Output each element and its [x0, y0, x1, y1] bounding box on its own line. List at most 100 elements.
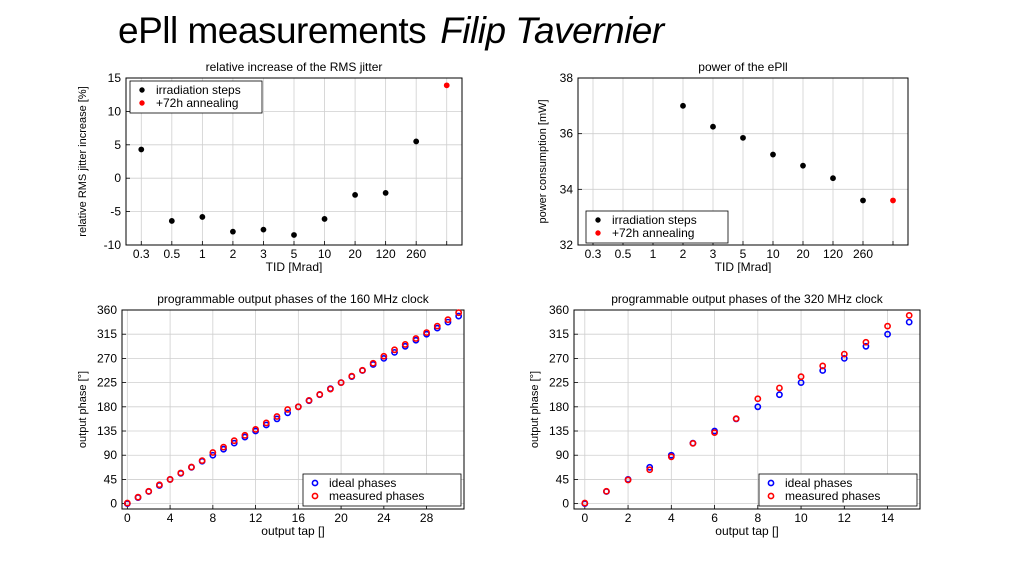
data-point — [905, 318, 913, 326]
x-tick-label: 16 — [292, 511, 306, 525]
x-tick-label: 1 — [650, 247, 657, 261]
data-point — [711, 429, 718, 437]
legend-box — [129, 80, 263, 114]
chart-epll-power: 0.3 0.5 1 2 3 5 10 20 120 260 32 34 36 38 power of the… — [537, 60, 909, 273]
x-tick-label: 12 — [838, 511, 852, 525]
data-point — [740, 134, 746, 141]
data-point — [294, 403, 302, 411]
x-tick-label: 120 — [376, 247, 396, 261]
slide-title-text: ePll measurements — [118, 10, 427, 51]
y-tick-label: 5 — [114, 138, 121, 152]
data-point — [603, 487, 610, 495]
x-tick-label: 24 — [377, 511, 391, 525]
data-point — [413, 138, 420, 145]
data-point — [209, 449, 217, 456]
data-point — [262, 419, 270, 427]
y-tick-label: 180 — [97, 400, 117, 414]
data-point — [252, 425, 259, 433]
legend-marker — [767, 479, 775, 487]
data-point — [776, 384, 783, 392]
data-point — [230, 228, 236, 235]
data-point — [444, 318, 452, 326]
data-point — [230, 437, 238, 445]
x-tick-label: 0.5 — [615, 247, 632, 261]
x-tick-label: 3 — [260, 247, 267, 261]
x-tick-label: 4 — [167, 511, 174, 525]
data-point — [862, 342, 870, 350]
y-tick-label: 270 — [549, 351, 569, 365]
data-point — [667, 453, 675, 461]
y-axis-label: output phase [°] — [529, 371, 541, 448]
x-tick-label: 8 — [210, 511, 217, 525]
data-point — [391, 346, 398, 354]
x-tick-label: 5 — [291, 247, 298, 261]
data-point — [230, 439, 238, 447]
data-point — [862, 338, 870, 346]
x-tick-label: 8 — [754, 511, 761, 525]
chart-rms-jitter: 0.3 0.5 1 2 3 5 10 20 120 260 -10 -5 0 5 10 15 relative … — [77, 60, 463, 273]
y-tick-label: 315 — [549, 327, 569, 341]
data-point — [830, 175, 836, 182]
x-tick-label: 10 — [766, 247, 780, 261]
y-tick-label: 225 — [549, 376, 569, 390]
y-tick-label: 15 — [108, 71, 122, 85]
legend-marker — [767, 492, 775, 500]
data-point — [840, 355, 848, 362]
data-point — [145, 487, 153, 495]
data-point — [316, 391, 324, 398]
data-point — [209, 451, 217, 459]
x-axis-label: output tap [] — [261, 524, 324, 538]
data-point — [890, 197, 896, 204]
data-point — [412, 335, 420, 342]
x-tick-label: 4 — [668, 511, 675, 525]
y-tick-label: 135 — [549, 424, 569, 438]
legend-label: +72h annealing — [156, 96, 238, 110]
x-tick-label: 12 — [249, 511, 263, 525]
y-tick-label: 45 — [104, 472, 118, 486]
data-point — [401, 341, 409, 348]
legend-label: ideal phases — [785, 476, 852, 490]
x-tick-label: 0.3 — [585, 247, 602, 261]
data-point — [188, 463, 195, 471]
data-point — [380, 352, 388, 360]
data-point — [382, 189, 389, 196]
data-point — [732, 415, 740, 423]
data-point — [352, 192, 358, 198]
x-tick-label: 28 — [420, 511, 434, 525]
chart-phases-320mhz: 0 2 4 6 8 10 12 14 0 45 90 135 180 225 270 315 360 progra… — [529, 292, 921, 538]
data-point — [305, 396, 313, 404]
y-tick-label: 32 — [560, 238, 574, 252]
data-point — [776, 391, 783, 399]
y-tick-label: 10 — [108, 104, 122, 118]
data-point — [284, 409, 292, 417]
legend-marker — [311, 492, 319, 500]
legend-marker — [595, 217, 601, 223]
data-point — [134, 493, 142, 501]
x-tick-label: 5 — [740, 247, 747, 261]
data-point — [905, 311, 913, 319]
data-point — [198, 457, 206, 464]
data-point — [710, 123, 716, 130]
data-point — [455, 312, 463, 320]
legend-box — [302, 473, 462, 507]
y-tick-label: 0 — [110, 497, 117, 511]
data-point — [443, 82, 450, 89]
data-point — [260, 226, 267, 233]
data-point — [860, 197, 866, 204]
x-tick-label: 10 — [318, 247, 332, 261]
data-point — [284, 406, 292, 413]
y-tick-label: -5 — [110, 205, 121, 219]
legend-label: +72h annealing — [612, 226, 694, 240]
y-axis-label: output phase [°] — [77, 371, 89, 448]
data-point — [455, 309, 463, 317]
legend-marker — [595, 230, 601, 236]
y-axis-label: power consumption [mW] — [537, 99, 549, 223]
data-point — [273, 413, 281, 420]
data-point — [646, 466, 654, 474]
data-point — [321, 216, 328, 222]
x-tick-label: 2 — [230, 247, 237, 261]
data-point — [123, 499, 131, 507]
x-tick-label: 2 — [625, 511, 632, 525]
data-point — [273, 415, 281, 423]
slide-author: Filip Tavernier — [440, 10, 664, 51]
